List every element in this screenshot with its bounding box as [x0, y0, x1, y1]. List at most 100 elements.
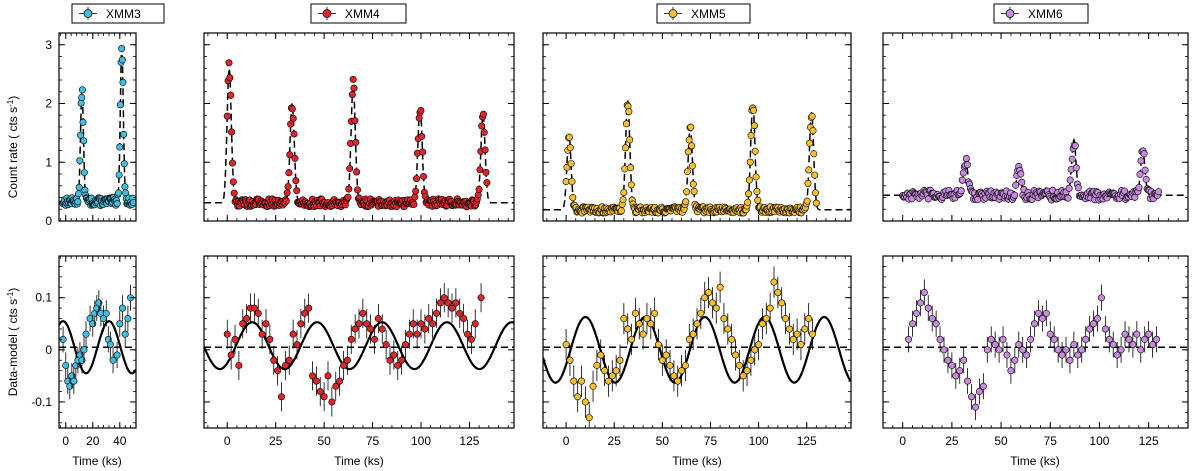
data-point [1137, 346, 1145, 354]
data-point [999, 335, 1007, 343]
data-point [355, 320, 363, 328]
data-point [258, 330, 266, 338]
data-point [293, 341, 301, 349]
data-point [344, 193, 352, 201]
data-point [627, 181, 635, 189]
data-point [678, 367, 686, 375]
data-point [1007, 367, 1015, 375]
data-point [1062, 346, 1070, 354]
data-point [1136, 170, 1144, 178]
data-point [995, 346, 1003, 354]
data-point [452, 299, 460, 307]
data-point [1031, 320, 1039, 328]
data-point [1054, 346, 1062, 354]
panel-xmm4-light-curve: XMM4 [203, 3, 515, 222]
data-point [803, 197, 811, 205]
data-point [1090, 320, 1098, 328]
data-point [963, 161, 971, 169]
x-tick-label: 50 [994, 434, 1008, 448]
data-point [688, 162, 696, 170]
legend-label: XMM5 [691, 7, 726, 21]
data-point [113, 200, 121, 208]
data-point [363, 320, 371, 328]
data-point [109, 356, 117, 364]
data-point [419, 172, 427, 180]
data-point [1141, 335, 1149, 343]
data-point [1121, 330, 1129, 338]
legend-box [993, 3, 1089, 24]
panel-xmm6-light-curve: XMM6 [882, 3, 1189, 222]
data-point [975, 388, 983, 396]
data-point [812, 199, 820, 207]
plot-frame [58, 255, 137, 429]
data-point [1065, 184, 1073, 192]
data-point [731, 351, 739, 359]
data-point [1093, 315, 1101, 323]
data-point [750, 122, 758, 130]
x-tick-label: 0 [899, 434, 906, 448]
data-point [681, 361, 689, 369]
data-point [1038, 315, 1046, 323]
data-point [626, 136, 634, 144]
data-point [627, 164, 635, 172]
data-point [228, 128, 236, 136]
data-point [1153, 335, 1161, 343]
legend-xmm3: XMM3 [71, 3, 165, 24]
data-point [745, 190, 753, 198]
data-point [811, 171, 819, 179]
data-point [118, 56, 126, 64]
data-point [347, 335, 355, 343]
data-point [752, 173, 760, 181]
data-point [940, 346, 948, 354]
data-point [413, 175, 421, 183]
data-point [312, 377, 320, 385]
data-point [754, 196, 762, 204]
x-tick-label: 25 [269, 434, 283, 448]
data-point [1101, 325, 1109, 333]
data-point [62, 361, 70, 369]
data-point [1082, 335, 1090, 343]
data-point [770, 278, 778, 286]
plot-area: 0 1 2 3 XMM3 XMM4 XMM5 XMM6 0 20 40 -0.1 0 0.1 0 25 50 75… [31, 3, 1189, 448]
data-point [1133, 330, 1141, 338]
legend-box [656, 3, 751, 24]
x-tick-label: 100 [1089, 434, 1109, 448]
x-axis-title-xmm4: Time (ks) [334, 454, 384, 468]
x-tick-label: 20 [86, 434, 100, 448]
data-point [478, 122, 486, 130]
data-point [716, 283, 724, 291]
data-point [116, 143, 124, 151]
data-point [1129, 341, 1137, 349]
data-point [920, 288, 928, 296]
data-point [735, 361, 743, 369]
legend-marker [83, 9, 93, 18]
data-point [958, 176, 966, 184]
panel-xmm3-light-curve: 0 1 2 3 XMM3 [45, 3, 165, 228]
data-point [674, 377, 682, 385]
legend-label: XMM6 [1028, 7, 1063, 21]
data-point [118, 304, 126, 312]
data-point [983, 346, 991, 354]
data-point [987, 335, 995, 343]
data-point [78, 86, 86, 94]
data-point [120, 160, 128, 168]
data-point [76, 157, 84, 165]
data-point [286, 151, 294, 159]
data-point [801, 325, 809, 333]
data-point [320, 393, 328, 401]
data-point [336, 377, 344, 385]
data-point [797, 341, 805, 349]
data-point [75, 183, 83, 191]
legend-xmm6: XMM6 [993, 3, 1089, 24]
data-point [243, 315, 251, 323]
sine-model-curve [204, 321, 514, 371]
data-point [226, 74, 234, 82]
data-point [693, 320, 701, 328]
data-point [297, 320, 305, 328]
x-tick-label: 0 [224, 434, 231, 448]
x-tick-label: 25 [945, 434, 959, 448]
data-point [89, 320, 97, 328]
data-point [116, 320, 124, 328]
y-axis-title-top-sup: -1 [6, 99, 15, 107]
y-axis-title-bottom-close: ) [6, 288, 20, 292]
